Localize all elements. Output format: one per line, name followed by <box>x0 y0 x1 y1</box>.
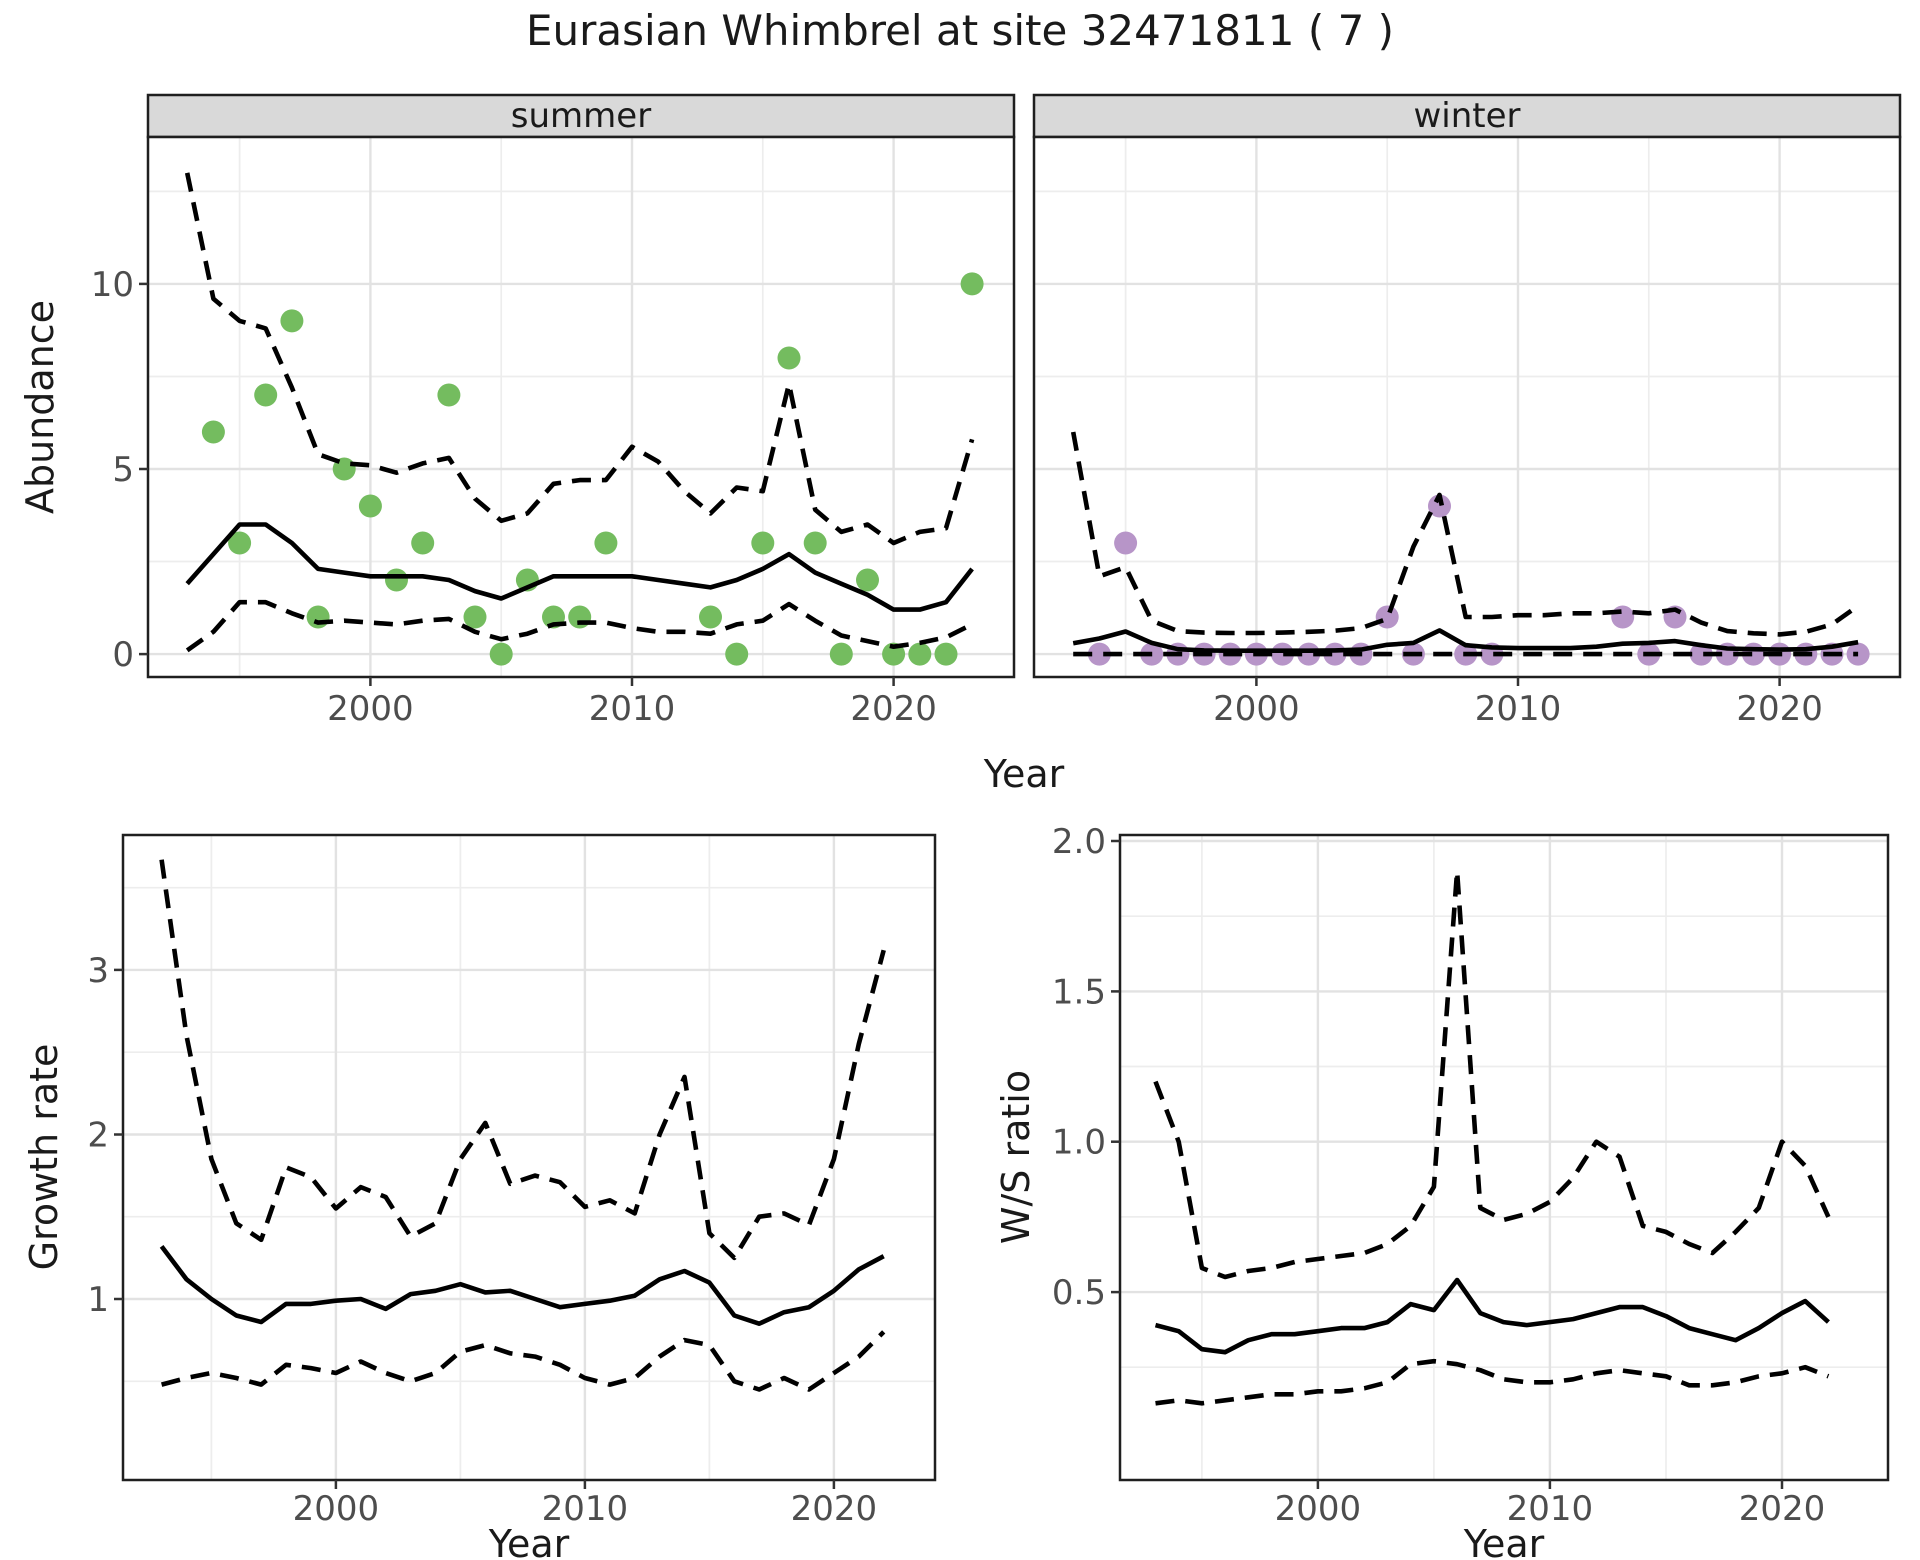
facet-strip <box>1032 93 1902 139</box>
y-axis-title-growth-rate: Growth rate <box>22 1043 66 1271</box>
panel-border <box>146 135 1016 679</box>
upper-ci-line <box>1153 868 1831 1280</box>
data-point <box>385 568 408 592</box>
data-point <box>1375 605 1399 629</box>
data-point <box>803 531 827 555</box>
data-point <box>699 605 722 629</box>
data-point <box>908 642 932 666</box>
data-point <box>1114 531 1138 555</box>
lower-ci-line <box>185 599 974 653</box>
data-point <box>829 642 853 666</box>
data-point <box>437 383 461 407</box>
panel-border <box>1118 833 1890 1482</box>
data-point <box>463 605 487 629</box>
data-point <box>358 494 382 518</box>
x-axis-title-year-top: Year <box>983 752 1065 796</box>
y-tick-label: 3 <box>87 951 109 991</box>
x-tick-label: 2020 <box>850 689 937 729</box>
chart-title: Eurasian Whimbrel at site 32471811 ( 7 ) <box>525 6 1395 55</box>
y-tick-label: 1 <box>87 1280 109 1320</box>
facet-strip-label-summer: summer <box>510 96 652 136</box>
upper-ci-line <box>1070 431 1860 637</box>
y-tick-label: 1.0 <box>1052 1123 1106 1163</box>
y-tick-label: 2.0 <box>1052 822 1106 862</box>
y-tick-label: 0 <box>112 635 134 675</box>
y-axis-title-ws-ratio: W/S ratio <box>994 1069 1038 1245</box>
y-axis-title-abundance: Abundance <box>18 299 62 515</box>
x-tick-label: 2010 <box>542 1489 629 1529</box>
panel-growth-rate: 2000 2010 2020 1 2 3 <box>87 833 937 1529</box>
x-tick-label: 2010 <box>1507 1489 1594 1529</box>
x-tick-label: 2020 <box>1739 1489 1826 1529</box>
x-tick-label: 2000 <box>327 689 414 729</box>
data-point <box>882 642 906 666</box>
data-point <box>280 309 304 333</box>
data-point <box>1689 642 1713 666</box>
x-tick-label: 2010 <box>1475 689 1562 729</box>
lower-ci-line <box>161 1330 886 1392</box>
x-axis-title-year-ws: Year <box>1463 1522 1545 1560</box>
panel-border <box>1032 135 1902 679</box>
data-point <box>751 531 775 555</box>
data-point <box>411 531 435 555</box>
mean-trend-line <box>185 522 974 612</box>
facet-strip <box>146 93 1016 139</box>
data-point <box>777 346 801 370</box>
data-point <box>1428 494 1451 518</box>
facet-strip-label-winter: winter <box>1413 96 1521 136</box>
data-point <box>594 531 618 555</box>
data-point <box>1271 642 1294 666</box>
upper-ci-line <box>184 172 975 546</box>
data-point <box>306 605 330 629</box>
data-point <box>1611 605 1635 629</box>
data-point <box>960 272 984 296</box>
lower-ci-line <box>1155 1358 1830 1406</box>
mean-trend-line <box>1072 628 1859 654</box>
y-tick-label: 0.5 <box>1052 1273 1106 1313</box>
x-tick-label: 2020 <box>1736 689 1823 729</box>
upper-ci-line <box>159 859 886 1261</box>
data-point <box>254 383 278 407</box>
y-tick-label: 10 <box>91 265 134 305</box>
panel-abundance-winter: 2000 2010 2020 <box>1032 93 1902 729</box>
y-tick-label: 5 <box>112 450 134 490</box>
data-point <box>228 531 252 555</box>
panel-abundance-summer: 2000 2010 2020 0 5 10 <box>91 93 1016 729</box>
data-point <box>1087 642 1111 666</box>
x-tick-label: 2000 <box>1213 689 1300 729</box>
data-point <box>489 642 513 666</box>
data-point <box>568 605 592 629</box>
data-point <box>201 420 225 444</box>
y-tick-label: 2 <box>87 1116 109 1156</box>
data-point <box>725 642 749 666</box>
data-point <box>856 568 879 592</box>
x-tick-label: 2020 <box>791 1489 878 1529</box>
data-point <box>934 642 958 666</box>
panel-ws-ratio: 2000 2010 2020 0.5 1.0 1.5 2.0 <box>1052 822 1890 1529</box>
mean-trend-line <box>1154 1277 1830 1355</box>
x-axis-title-year-growth: Year <box>488 1522 570 1560</box>
mean-trend-line <box>159 1245 885 1326</box>
x-tick-label: 2010 <box>589 689 676 729</box>
y-tick-label: 1.5 <box>1052 972 1106 1012</box>
panel-border <box>121 833 937 1482</box>
x-tick-label: 2000 <box>1275 1489 1362 1529</box>
x-tick-label: 2000 <box>293 1489 380 1529</box>
